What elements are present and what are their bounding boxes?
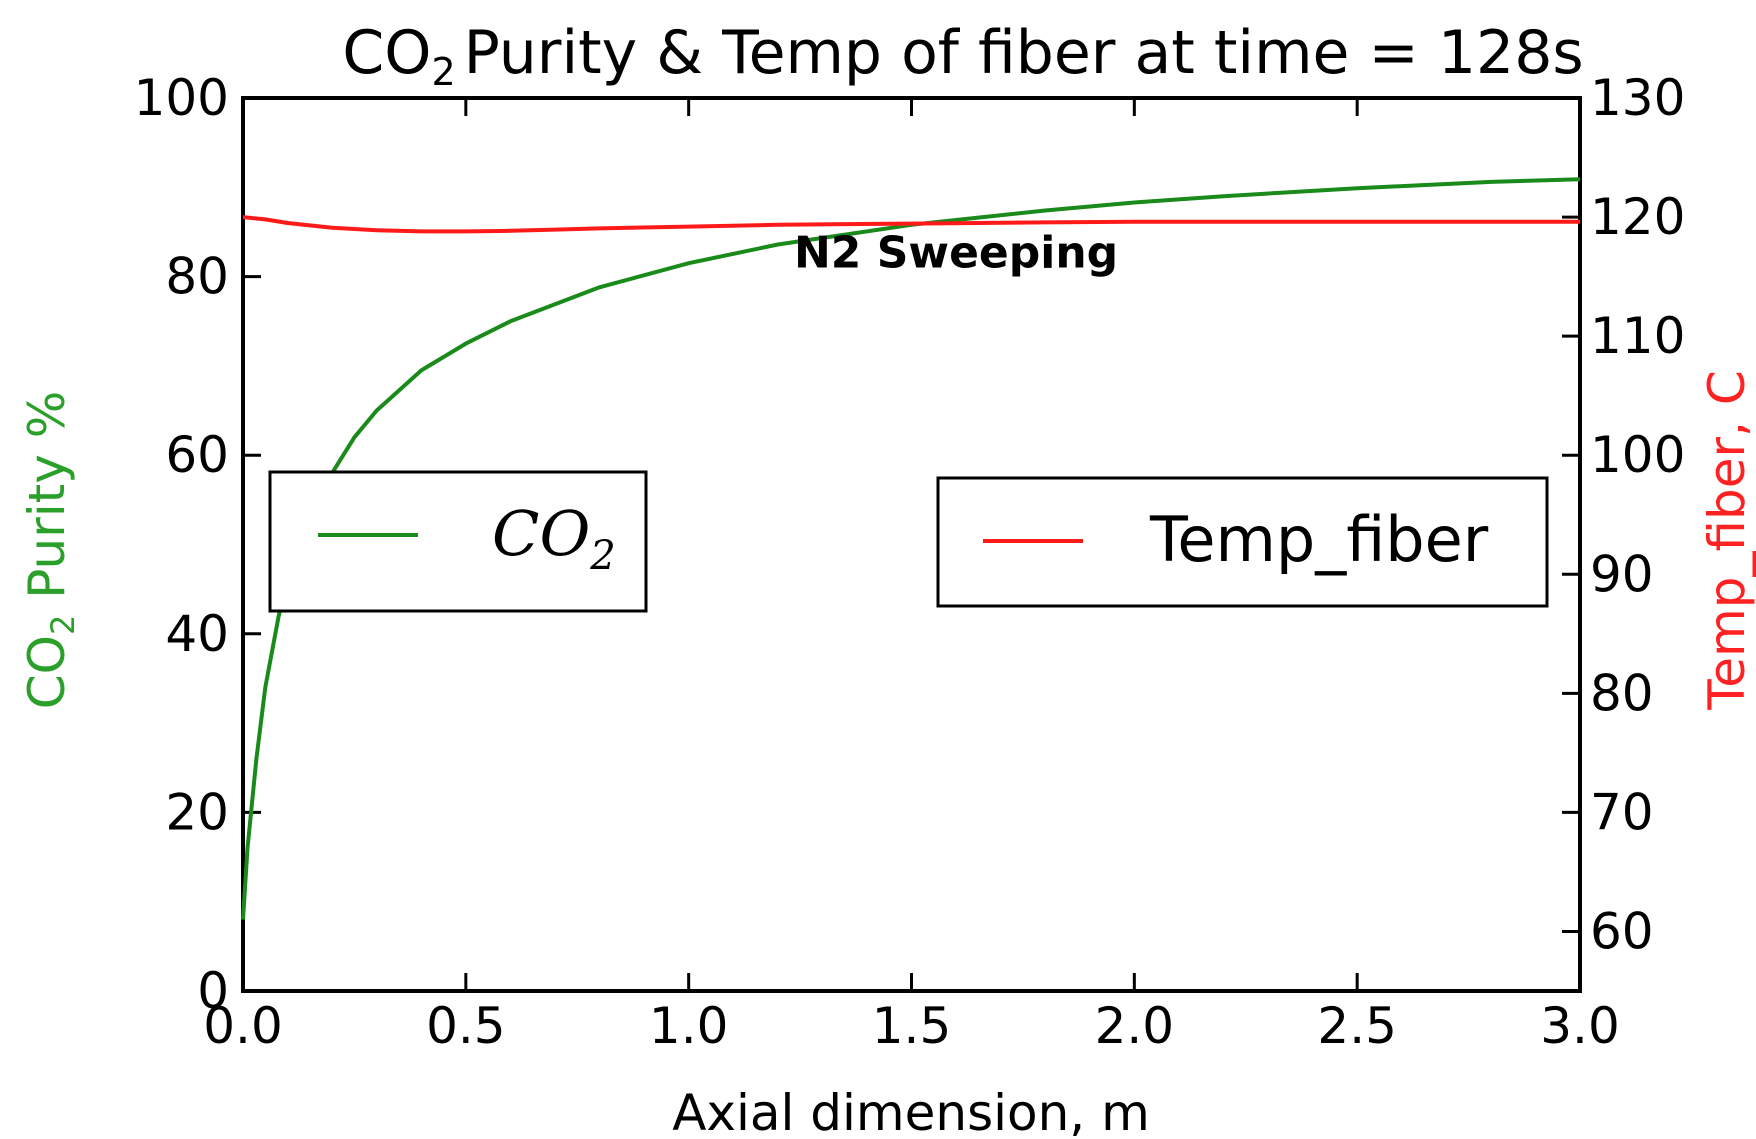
legend-left-box <box>268 470 648 613</box>
x-tick-label: 1.0 <box>649 997 729 1055</box>
x-tick-label: 3.0 <box>1540 997 1620 1055</box>
x-tick-label: 1.5 <box>872 997 952 1055</box>
annotation-n2-sweeping: N2 Sweeping <box>794 228 1118 279</box>
axis-ticks: 0.0 0.5 1.0 1.5 2.0 2.5 3.0 0 20 40 60 80 100 60 70 80 9… <box>134 69 1686 1055</box>
y-axis-title-right: Temp_fiber, C <box>1698 370 1756 711</box>
y-right-tick-label: 100 <box>1590 426 1685 484</box>
y-right-tick-label: 80 <box>1590 664 1654 722</box>
series-line-co2 <box>241 177 1581 920</box>
chart-title: CO2 Purity & Temp of fiber at time = 128s <box>342 18 1583 94</box>
legend-left: CO2 <box>268 470 648 613</box>
x-axis-title: Axial dimension, m <box>672 1084 1150 1139</box>
x-tick-label: 0.5 <box>426 997 506 1055</box>
y-axis-title-left: CO2 Purity % <box>18 391 82 710</box>
y-right-tick-label: 110 <box>1590 307 1685 365</box>
y-right-tick-label: 130 <box>1590 69 1685 127</box>
x-tick-label: 2.5 <box>1317 997 1397 1055</box>
legend-temp-label: Temp_fiber <box>1149 503 1489 576</box>
y-left-tick-label: 60 <box>165 426 229 484</box>
y-left-tick-label: 100 <box>134 69 229 127</box>
legend-co2-label: CO2 <box>492 497 616 579</box>
x-tick-label: 0.0 <box>203 997 283 1055</box>
y-right-tick-label: 90 <box>1590 545 1654 603</box>
y-left-tick-label: 0 <box>197 962 229 1020</box>
y-left-tick-label: 20 <box>165 783 229 841</box>
y-right-tick-label: 60 <box>1590 902 1654 960</box>
y-left-tick-label: 80 <box>165 248 229 306</box>
y-left-tick-label: 40 <box>165 605 229 663</box>
y-right-tick-label: 120 <box>1590 188 1685 246</box>
y-right-tick-label: 70 <box>1590 783 1654 841</box>
series-line-temp-fiber <box>242 215 1580 234</box>
legend-right: Temp_fiber <box>936 476 1549 608</box>
x-tick-label: 2.0 <box>1095 997 1175 1055</box>
series-group <box>241 177 1581 920</box>
